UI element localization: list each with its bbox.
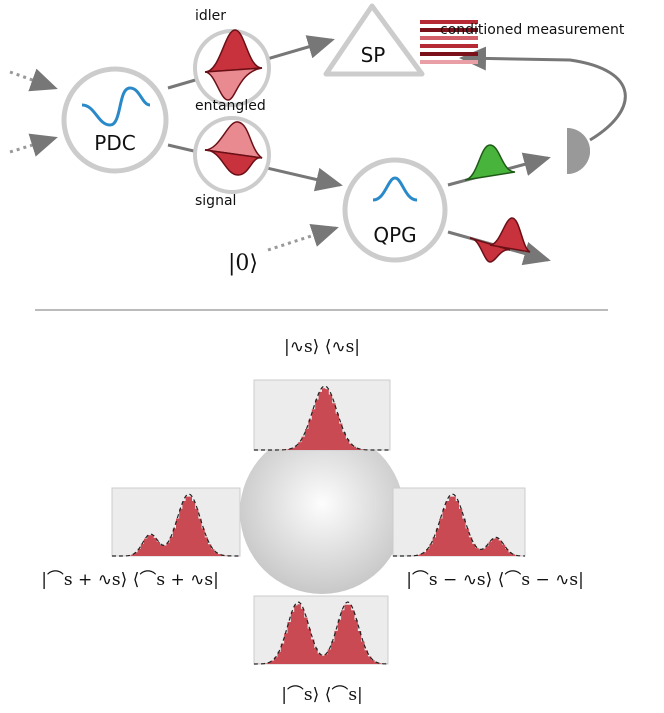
pdc-label: PDC xyxy=(94,131,135,155)
entangled-label: entangled xyxy=(195,98,266,114)
left-state: |⌒s + ∿s⟩ ⟨⌒s + ∿s| xyxy=(41,570,219,590)
entangled-lobes: idler entangled signal xyxy=(195,8,269,209)
bottom-state: |⌒s⟩ ⟨⌒s| xyxy=(281,685,363,705)
spectrometer: SP conditioned measurement xyxy=(326,6,625,74)
conditioned-label: conditioned measurement xyxy=(440,22,625,38)
idler-label: idler xyxy=(195,8,226,24)
bloch-sphere xyxy=(240,430,404,594)
figure: PDC idler entangled signal SP conditione… xyxy=(0,0,664,713)
vacuum-label: |0⟩ xyxy=(228,251,258,276)
sp-label: SP xyxy=(361,43,386,67)
outputs xyxy=(465,128,590,262)
signal-label: signal xyxy=(195,193,236,209)
pdc: PDC xyxy=(64,69,166,171)
right-state: |⌒s − ∿s⟩ ⟨⌒s − ∿s| xyxy=(406,570,584,590)
top-state: |∿s⟩ ⟨∿s| xyxy=(284,337,360,357)
qpg-label: QPG xyxy=(373,223,416,247)
